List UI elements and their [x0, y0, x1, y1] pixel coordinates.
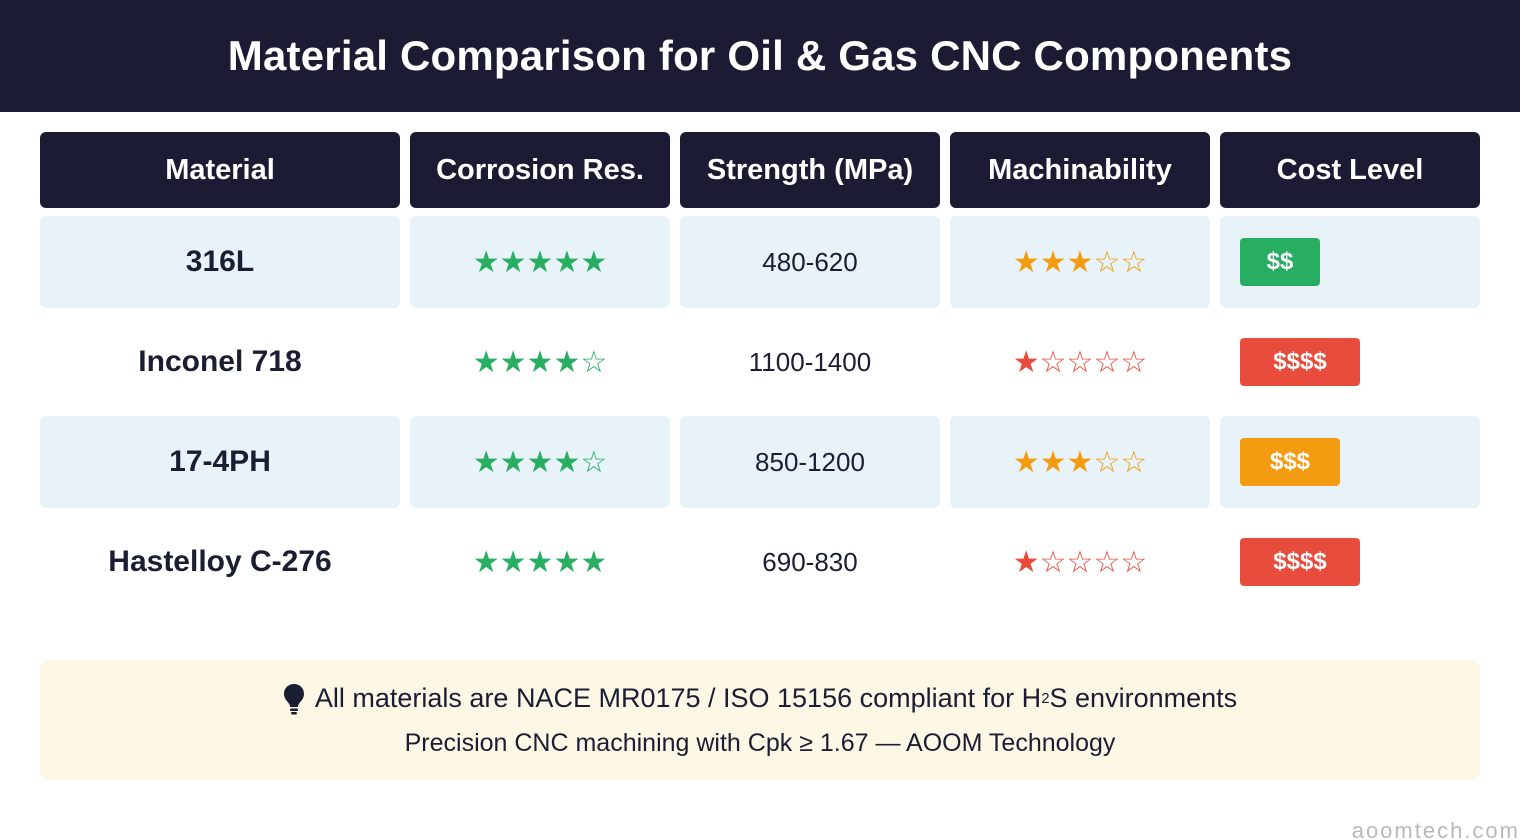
cost-badge: $$$ — [1240, 438, 1340, 486]
strength-value: 480-620 — [762, 246, 858, 277]
column-header-machinability: Machinability — [950, 132, 1210, 208]
empty-star-icon: ☆ — [1093, 244, 1121, 280]
filled-star-icon: ★ — [1012, 344, 1040, 380]
corrosion-rating-stars: ★★★★★ — [473, 245, 608, 280]
strength-cell: 480-620 — [680, 216, 940, 308]
material-cell: 316L — [40, 216, 400, 308]
filled-star-icon: ★ — [499, 344, 527, 380]
material-cell: Inconel 718 — [40, 316, 400, 408]
filled-star-icon: ★ — [526, 544, 554, 580]
filled-star-icon: ★ — [553, 244, 581, 280]
note-line-2: Precision CNC machining with Cpk ≥ 1.67 … — [404, 728, 1116, 757]
filled-star-icon: ★ — [499, 444, 527, 480]
material-cell: Hastelloy C-276 — [40, 516, 400, 608]
filled-star-icon: ★ — [472, 344, 500, 380]
empty-star-icon: ☆ — [1039, 544, 1067, 580]
compliance-note: All materials are NACE MR0175 / ISO 1515… — [40, 660, 1480, 780]
material-name: Hastelloy C-276 — [108, 545, 332, 578]
material-name: 316L — [185, 245, 255, 278]
column-header-strength: Strength (MPa) — [680, 132, 940, 208]
empty-star-icon: ☆ — [580, 444, 608, 480]
strength-cell: 690-830 — [680, 516, 940, 608]
column-header-cost: Cost Level — [1220, 132, 1480, 208]
filled-star-icon: ★ — [1066, 444, 1094, 480]
page-title: Material Comparison for Oil & Gas CNC Co… — [227, 32, 1293, 79]
note-line-1: All materials are NACE MR0175 / ISO 1515… — [283, 683, 1237, 715]
filled-star-icon: ★ — [553, 344, 581, 380]
strength-cell: 1100-1400 — [680, 316, 940, 408]
strength-cell: 850-1200 — [680, 416, 940, 508]
filled-star-icon: ★ — [1039, 244, 1067, 280]
note-subscript: 2 — [1041, 690, 1050, 707]
machinability-rating-stars: ★☆☆☆☆ — [1013, 545, 1148, 580]
empty-star-icon: ☆ — [580, 344, 608, 380]
filled-star-icon: ★ — [499, 544, 527, 580]
filled-star-icon: ★ — [1039, 444, 1067, 480]
note-text-pre: All materials are NACE MR0175 / ISO 1515… — [314, 683, 1042, 713]
machinability-cell: ★☆☆☆☆ — [950, 316, 1210, 408]
filled-star-icon: ★ — [580, 544, 608, 580]
filled-star-icon: ★ — [526, 244, 554, 280]
cost-badge: $$$$ — [1240, 538, 1360, 586]
filled-star-icon: ★ — [526, 444, 554, 480]
empty-star-icon: ☆ — [1120, 344, 1148, 380]
filled-star-icon: ★ — [580, 244, 608, 280]
corrosion-rating-stars: ★★★★☆ — [473, 345, 608, 380]
empty-star-icon: ☆ — [1066, 544, 1094, 580]
cost-cell: $$$ — [1220, 416, 1480, 508]
machinability-cell: ★☆☆☆☆ — [950, 516, 1210, 608]
column-header-material: Material — [40, 132, 400, 208]
strength-value: 1100-1400 — [748, 346, 872, 377]
material-name: 17-4PH — [169, 445, 271, 478]
filled-star-icon: ★ — [1012, 544, 1040, 580]
empty-star-icon: ☆ — [1093, 444, 1121, 480]
cost-badge: $$$$ — [1240, 338, 1360, 386]
machinability-cell: ★★★☆☆ — [950, 216, 1210, 308]
empty-star-icon: ☆ — [1120, 544, 1148, 580]
corrosion-rating-stars: ★★★★☆ — [473, 445, 608, 480]
filled-star-icon: ★ — [472, 544, 500, 580]
corrosion-cell: ★★★★★ — [410, 516, 670, 608]
column-header-corrosion: Corrosion Res. — [410, 132, 670, 208]
cost-badge: $$ — [1240, 238, 1320, 286]
empty-star-icon: ☆ — [1093, 344, 1121, 380]
strength-value: 850-1200 — [755, 446, 865, 477]
filled-star-icon: ★ — [499, 244, 527, 280]
corrosion-rating-stars: ★★★★★ — [473, 545, 608, 580]
cost-cell: $$$$ — [1220, 316, 1480, 408]
material-cell: 17-4PH — [40, 416, 400, 508]
machinability-rating-stars: ★★★☆☆ — [1013, 445, 1148, 480]
empty-star-icon: ☆ — [1039, 344, 1067, 380]
machinability-rating-stars: ★☆☆☆☆ — [1013, 345, 1148, 380]
lightbulb-icon — [283, 683, 304, 714]
filled-star-icon: ★ — [553, 444, 581, 480]
filled-star-icon: ★ — [1012, 444, 1040, 480]
filled-star-icon: ★ — [472, 244, 500, 280]
cost-cell: $$$$ — [1220, 516, 1480, 608]
filled-star-icon: ★ — [472, 444, 500, 480]
corrosion-cell: ★★★★★ — [410, 216, 670, 308]
cost-cell: $$ — [1220, 216, 1480, 308]
filled-star-icon: ★ — [1066, 244, 1094, 280]
filled-star-icon: ★ — [526, 344, 554, 380]
page-header: Material Comparison for Oil & Gas CNC Co… — [0, 0, 1520, 112]
corrosion-cell: ★★★★☆ — [410, 416, 670, 508]
corrosion-cell: ★★★★☆ — [410, 316, 670, 408]
empty-star-icon: ☆ — [1066, 344, 1094, 380]
empty-star-icon: ☆ — [1120, 244, 1148, 280]
machinability-rating-stars: ★★★☆☆ — [1013, 245, 1148, 280]
empty-star-icon: ☆ — [1120, 444, 1148, 480]
filled-star-icon: ★ — [553, 544, 581, 580]
note-text-post: S environments — [1049, 683, 1238, 713]
filled-star-icon: ★ — [1012, 244, 1040, 280]
watermark: aoomtech.com — [1351, 818, 1520, 840]
strength-value: 690-830 — [762, 546, 858, 577]
material-name: Inconel 718 — [138, 345, 302, 378]
machinability-cell: ★★★☆☆ — [950, 416, 1210, 508]
empty-star-icon: ☆ — [1093, 544, 1121, 580]
